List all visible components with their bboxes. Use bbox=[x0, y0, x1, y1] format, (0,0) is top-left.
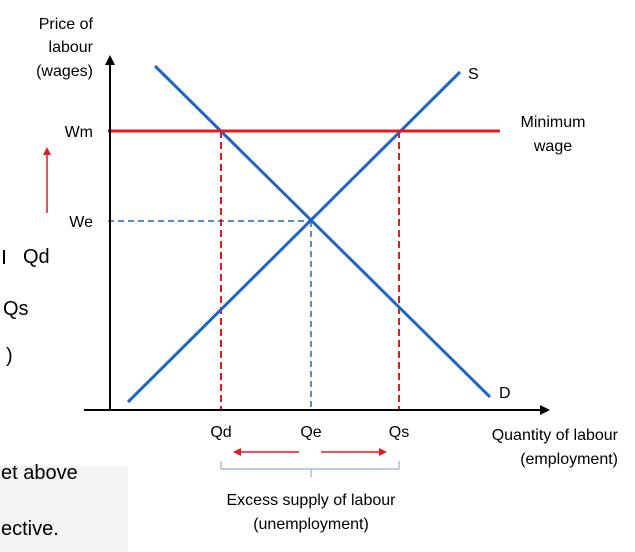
x-axis-label-line-1: Quantity of labour bbox=[492, 427, 619, 444]
left-text-line-2: Qs bbox=[3, 298, 29, 320]
demand-curve bbox=[153, 64, 492, 399]
minimum-wage-label-line-2: wage bbox=[533, 138, 572, 155]
minimum-wage-label-line-1: Minimum bbox=[521, 114, 586, 131]
price-tick-we: We bbox=[69, 214, 93, 231]
left-callout-line-1: et above bbox=[1, 462, 78, 484]
y-axis-label-line-3: (wages) bbox=[36, 63, 93, 80]
quantity-tick-qe: Qe bbox=[300, 424, 321, 441]
excess-supply-label-line-2: (unemployment) bbox=[253, 516, 369, 533]
left-callout-box: et above ective. bbox=[0, 462, 128, 552]
left-text-line-1-bar bbox=[3, 250, 13, 264]
left-text-line-3: ) bbox=[6, 345, 13, 367]
y-axis-label-line-1: Price of bbox=[39, 16, 94, 33]
quantity-tick-qs: Qs bbox=[389, 424, 409, 441]
excess-supply-bracket bbox=[220, 461, 400, 477]
supply-curve-label: S bbox=[468, 66, 479, 83]
excess-supply-label-line-1: Excess supply of labour bbox=[227, 492, 397, 509]
left-text-line-1: Qd bbox=[0, 246, 50, 269]
supply-curve bbox=[126, 70, 462, 404]
demand-curve-label: D bbox=[499, 385, 511, 402]
left-callout-line-2: ective. bbox=[1, 518, 59, 540]
x-axis-label-line-2: (employment) bbox=[520, 451, 618, 468]
y-axis-label-line-2: labour bbox=[49, 39, 94, 56]
quantity-tick-qd: Qd bbox=[210, 424, 231, 441]
price-tick-wm: Wm bbox=[65, 124, 93, 141]
